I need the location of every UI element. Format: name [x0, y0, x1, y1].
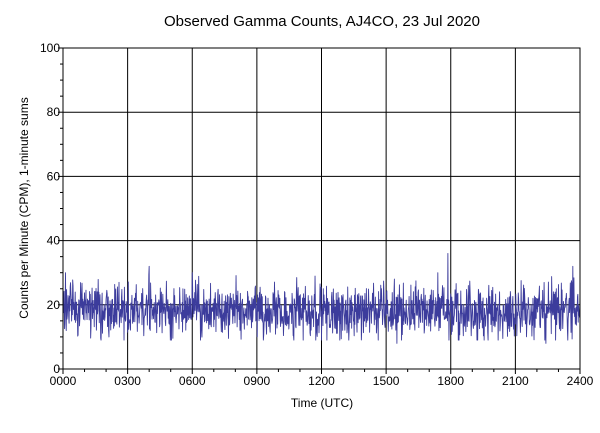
- x-tick-label: 1200: [308, 374, 335, 388]
- grid-layer: [63, 48, 580, 369]
- y-tick-label: 40: [47, 234, 61, 248]
- y-tick-label: 100: [40, 41, 60, 55]
- y-tick-label: 20: [47, 298, 61, 312]
- x-tick-label: 0000: [50, 374, 77, 388]
- y-tick-label: 80: [47, 105, 61, 119]
- y-axis-label: Counts per Minute (CPM), 1-minute sums: [17, 97, 31, 318]
- x-tick-label: 2100: [502, 374, 529, 388]
- x-tick-label: 1800: [437, 374, 464, 388]
- x-tick-label: 0600: [179, 374, 206, 388]
- ticks-layer: 0000 0300 0600 0900 1200 1500 1800 2100 2400 0 20 4…: [40, 41, 594, 388]
- chart-title: Observed Gamma Counts, AJ4CO, 23 Jul 202…: [164, 13, 480, 30]
- y-tick-label: 60: [47, 169, 61, 183]
- y-tick-label: 0: [53, 362, 60, 376]
- x-tick-label: 0300: [114, 374, 141, 388]
- x-axis-label: Time (UTC): [291, 396, 353, 410]
- series-line: [62, 252, 581, 344]
- x-tick-label: 2400: [567, 374, 594, 388]
- x-tick-label: 1500: [373, 374, 400, 388]
- series-layer: [62, 252, 581, 344]
- x-tick-label: 0900: [244, 374, 271, 388]
